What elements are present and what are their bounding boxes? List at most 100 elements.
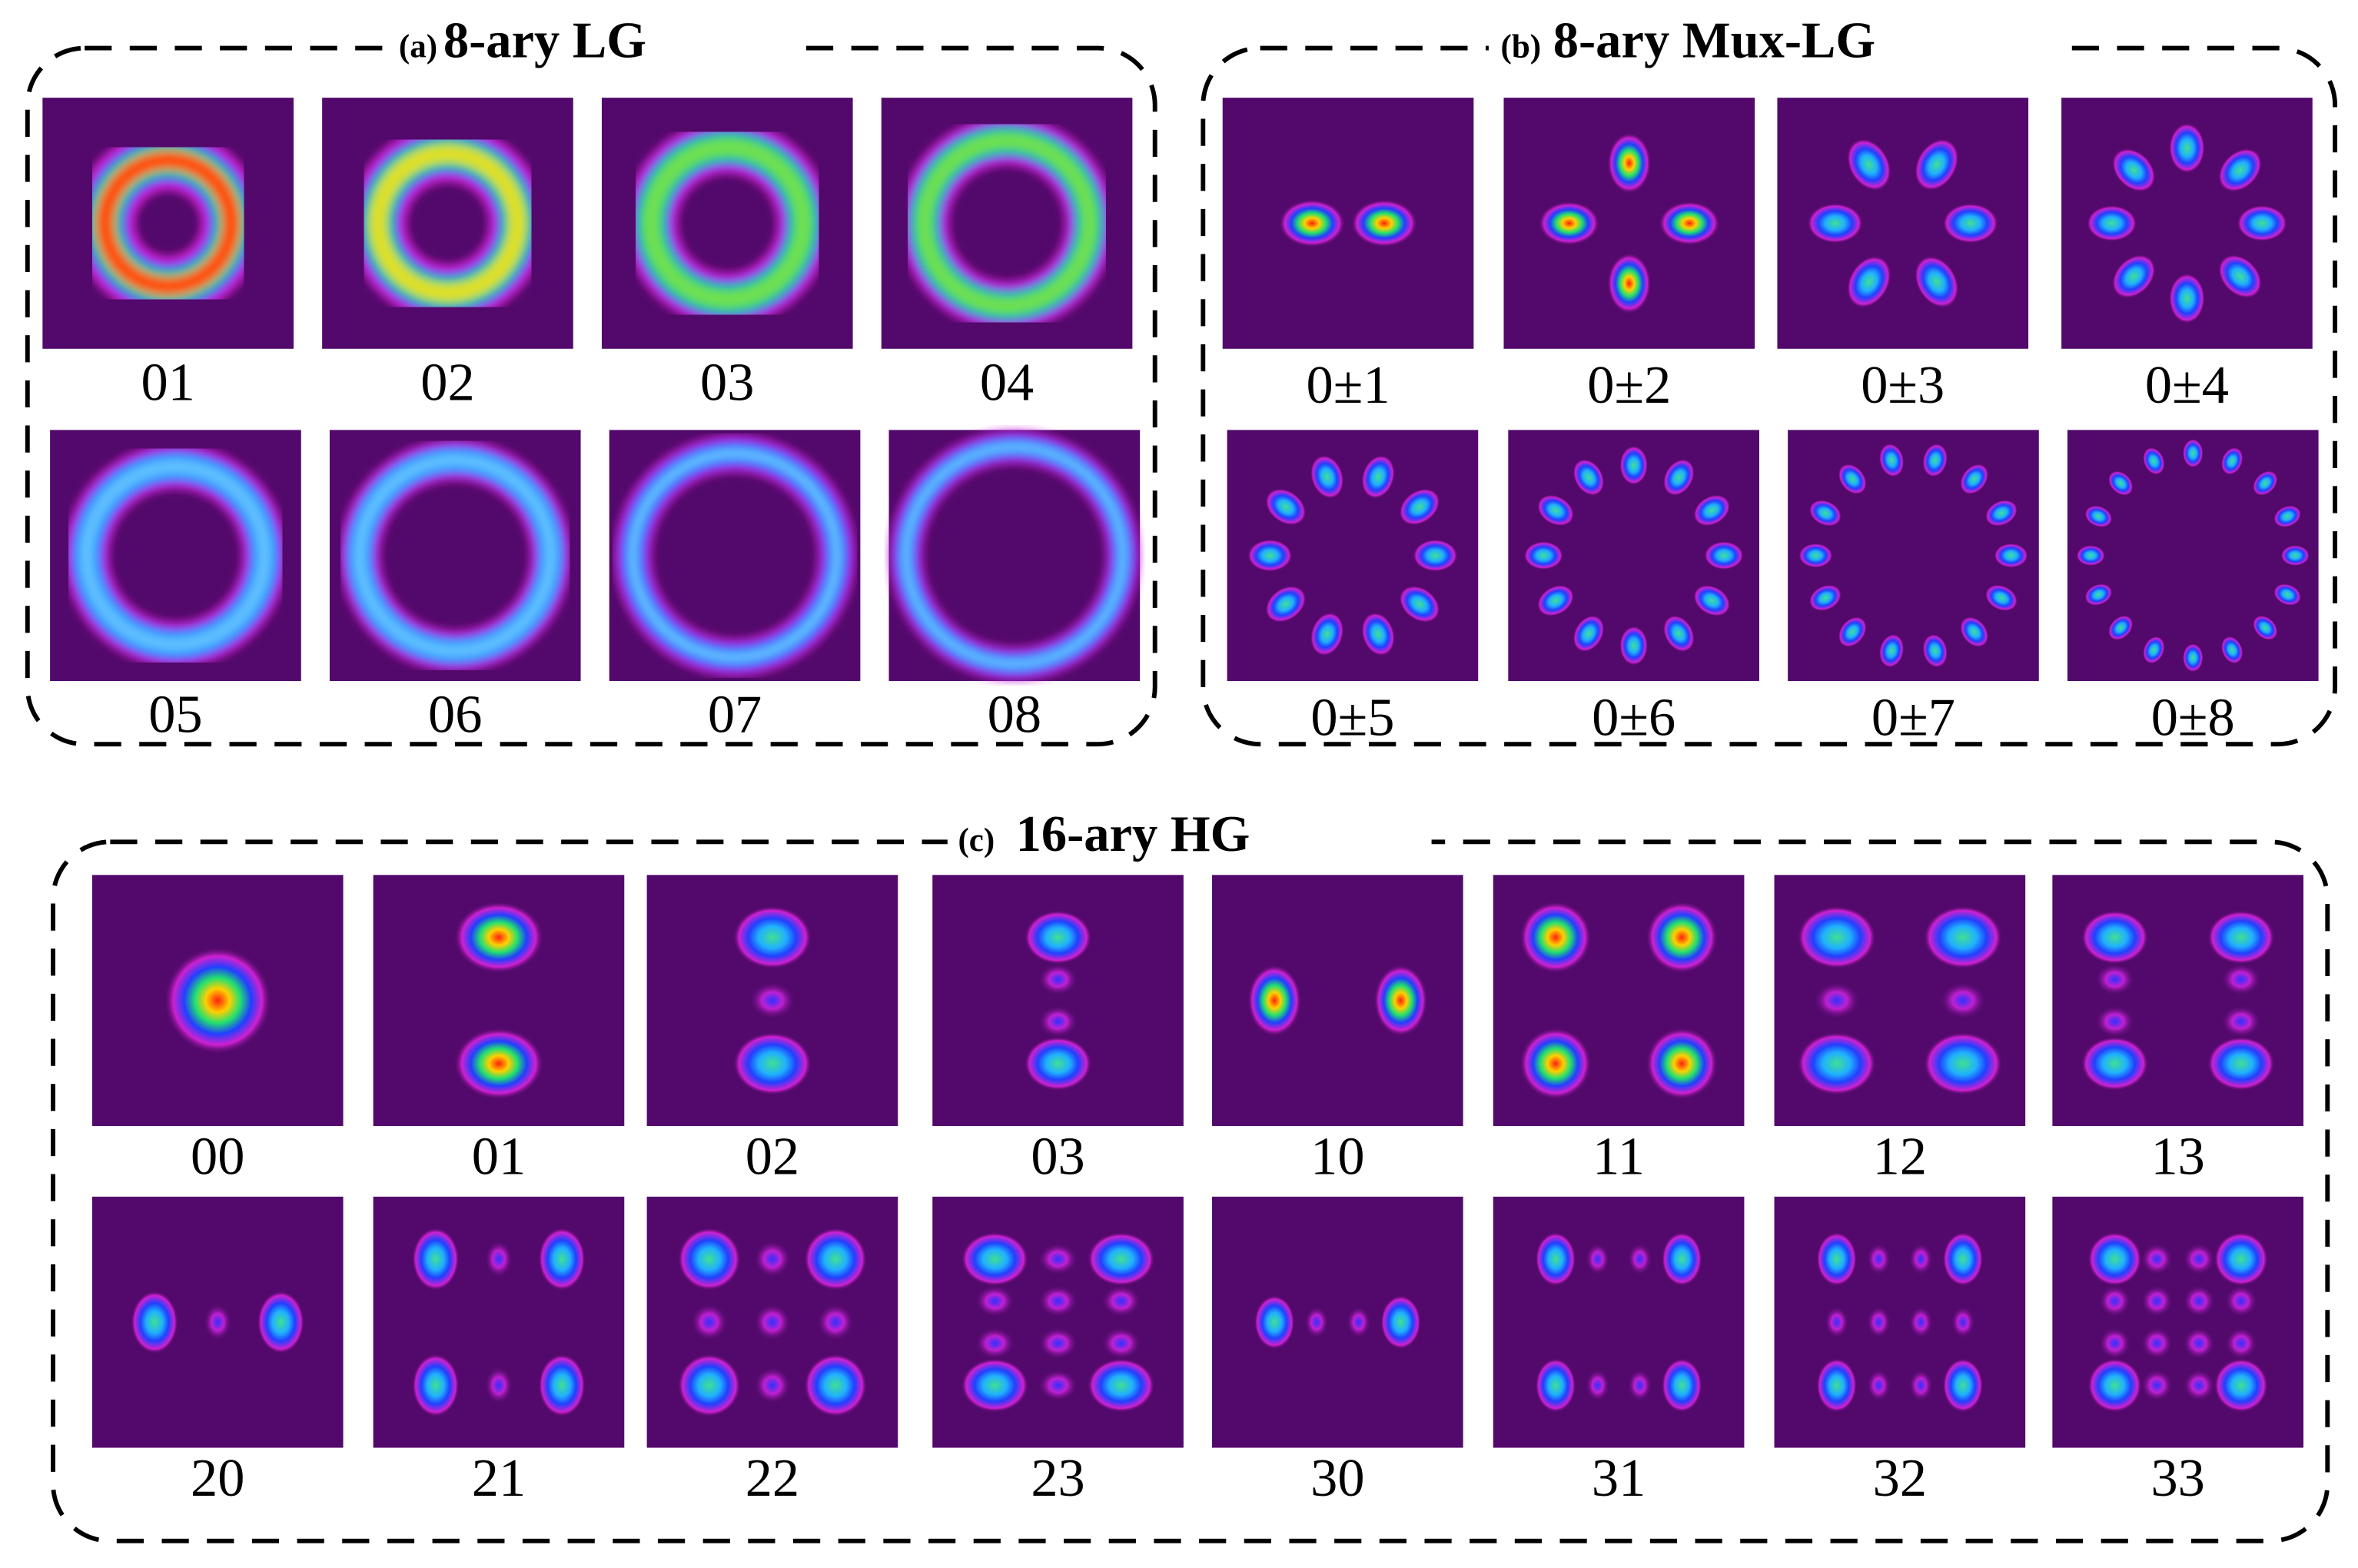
intensity-lobe: [1310, 612, 1344, 656]
beam-image: [932, 875, 1184, 1126]
image-background: [373, 1196, 625, 1448]
intensity-lobe: [1693, 494, 1731, 527]
image-label: 12: [1873, 1127, 1927, 1187]
beam-image: [91, 875, 344, 1126]
ring-layer: [901, 442, 1128, 669]
intensity-lobe: [1959, 616, 1989, 648]
intensity-lobe: [1619, 445, 1649, 486]
intensity-lobe: [677, 1354, 741, 1417]
intensity-lobe: [1038, 1284, 1078, 1317]
intensity-lobe: [1693, 584, 1731, 617]
image-label: 30: [1310, 1448, 1364, 1508]
intensity-lobe: [2273, 505, 2302, 528]
beam-image: [1774, 875, 2026, 1126]
ring-layer: [354, 453, 557, 657]
intensity-lobe: [1538, 201, 1600, 246]
intensity-lobe: [1908, 1242, 1934, 1276]
intensity-lobe: [412, 1354, 460, 1417]
intensity-lobe: [1914, 138, 1959, 191]
beam-image: [881, 98, 1133, 349]
intensity-lobe: [257, 1291, 305, 1354]
panel-title: (b) 8-ary Mux-LG: [1501, 12, 1875, 68]
image-label: 33: [2150, 1448, 2204, 1508]
ring-layer: [917, 133, 1097, 314]
intensity-lobe: [2168, 122, 2206, 174]
beam-image: [2052, 875, 2304, 1126]
intensity-lobe: [753, 1240, 792, 1278]
intensity-lobe: [1535, 1358, 1576, 1413]
intensity-lobe: [2094, 963, 2135, 996]
intensity-lobe: [961, 1231, 1029, 1287]
intensity-lobe: [2207, 910, 2275, 965]
beam-image: [1493, 1196, 1745, 1448]
intensity-lobe: [753, 1366, 792, 1405]
intensity-lobe: [2140, 1284, 2174, 1317]
intensity-lobe: [2094, 1005, 2135, 1038]
intensity-lobe: [2086, 204, 2137, 242]
beam-image: [932, 1196, 1184, 1448]
intensity-lobe: [1038, 1242, 1078, 1276]
beam-image: [1788, 430, 2039, 682]
image-label: 32: [1873, 1448, 1927, 1508]
intensity-lobe: [1942, 1231, 1984, 1287]
intensity-lobe: [1808, 584, 1842, 612]
intensity-lobe: [1922, 633, 1948, 668]
intensity-lobe: [1380, 1295, 1421, 1350]
intensity-lobe: [1922, 443, 1948, 477]
intensity-lobe: [538, 1227, 586, 1291]
image-background: [1222, 98, 1474, 349]
intensity-lobe: [2220, 447, 2243, 475]
beam-image: [1493, 875, 1745, 1126]
title-mask: [388, 12, 795, 80]
intensity-lobe: [1838, 616, 1867, 648]
image-label: 0±6: [1592, 687, 1676, 747]
ring: [889, 430, 1140, 681]
intensity-lobe: [1350, 199, 1418, 247]
intensity-lobe: [2252, 470, 2278, 497]
beam-image: [1777, 98, 2029, 349]
intensity-lobe: [1519, 901, 1592, 974]
intensity-lobe: [1866, 1242, 1891, 1276]
intensity-lobe: [2182, 1284, 2216, 1317]
intensity-lobe: [2273, 583, 2302, 606]
intensity-lobe: [1399, 585, 1440, 623]
beam-image: [646, 1196, 898, 1448]
intensity-lobe: [1038, 1369, 1078, 1402]
image-background: [1774, 875, 2026, 1126]
intensity-lobe: [1310, 454, 1344, 500]
intensity-lobe: [2220, 636, 2243, 664]
intensity-lobe: [732, 905, 812, 969]
ring-layer: [369, 145, 526, 301]
intensity-lobe: [1808, 500, 1842, 527]
intensity-lobe: [1846, 138, 1891, 191]
intensity-lobe: [1519, 1027, 1592, 1100]
intensity-lobe: [1573, 615, 1605, 653]
beam-image: [50, 430, 301, 682]
intensity-lobe: [1024, 1036, 1092, 1091]
beam-image: [609, 430, 861, 682]
intensity-lobe: [2107, 615, 2134, 641]
ring-layer: [643, 139, 812, 307]
image-background: [2052, 875, 2304, 1126]
intensity-lobe: [2237, 204, 2288, 242]
intensity-lobe: [1914, 255, 1959, 308]
intensity-lobe: [453, 1027, 544, 1100]
intensity-lobe: [1908, 1306, 1934, 1339]
ring: [64, 443, 287, 667]
intensity-lobe: [804, 1354, 868, 1417]
intensity-lobe: [1585, 1242, 1610, 1276]
intensity-lobe: [1704, 541, 1744, 570]
intensity-lobe: [1101, 1327, 1142, 1360]
image-label: 01: [472, 1127, 526, 1187]
intensity-lobe: [1247, 964, 1302, 1037]
panel-frame: [51, 839, 2330, 1543]
intensity-lobe: [1923, 905, 2003, 969]
image-label: 0±4: [2145, 355, 2229, 415]
image-label: 02: [420, 352, 474, 412]
intensity-lobe: [1797, 905, 1877, 969]
image-label: 0±1: [1307, 355, 1390, 415]
intensity-lobe: [1797, 1031, 1877, 1095]
beam-image: [329, 430, 581, 682]
intensity-lobe: [2220, 963, 2262, 996]
